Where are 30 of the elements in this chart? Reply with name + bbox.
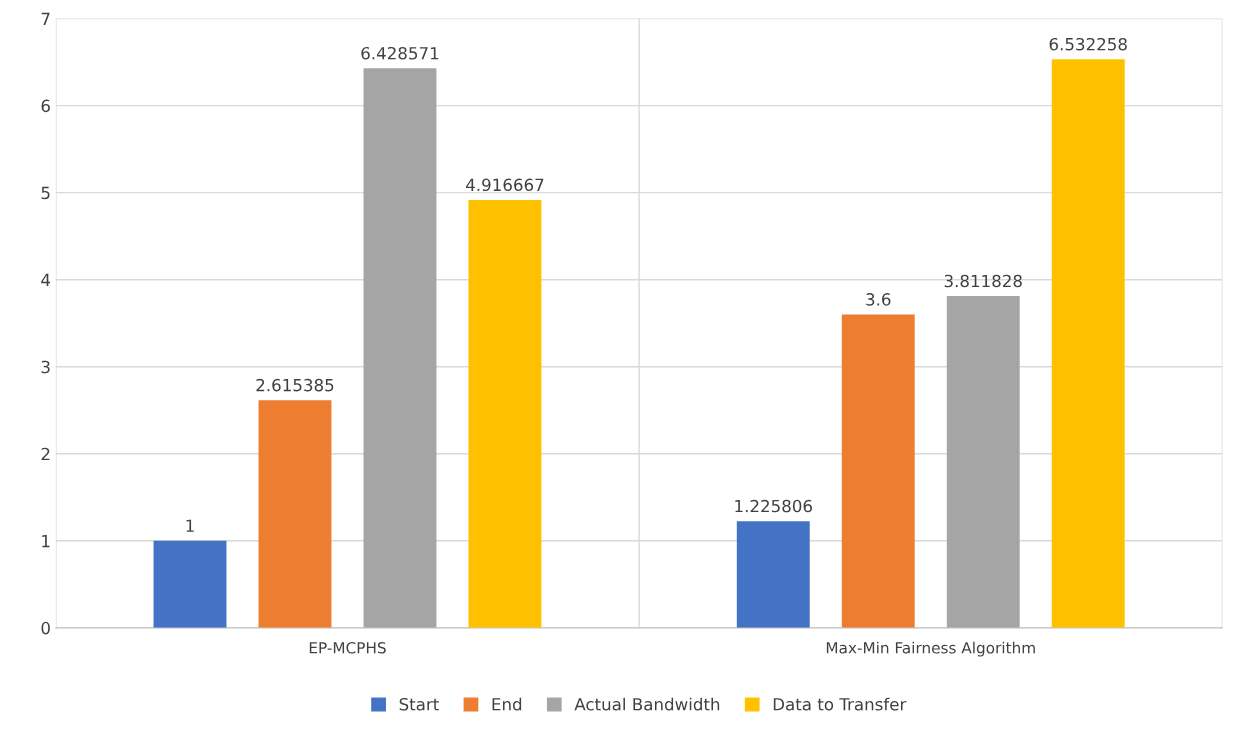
- data-label: 4.916667: [466, 178, 544, 192]
- y-tick-label: 4: [41, 273, 51, 287]
- data-label: 2.615385: [256, 378, 334, 392]
- bar: [736, 521, 810, 628]
- bar: [1051, 59, 1125, 628]
- bar: [258, 400, 332, 628]
- x-tick-label: EP-MCPHS: [309, 641, 386, 654]
- y-tick-label: 5: [41, 186, 50, 200]
- data-label: 1.225806: [735, 499, 812, 513]
- bar: [153, 540, 227, 628]
- legend-label: Start: [399, 697, 439, 711]
- y-tick-label: 6: [41, 99, 50, 113]
- y-tick-label: 1: [42, 534, 50, 548]
- legend-label: End: [492, 697, 522, 711]
- data-label: 1: [186, 519, 194, 532]
- bar: [363, 68, 437, 628]
- data-label: 6.532258: [1049, 37, 1127, 51]
- y-tick-label: 2: [41, 447, 50, 461]
- y-tick-label: 3: [41, 360, 50, 374]
- x-tick-label: Max-Min Fairness Algorithm: [826, 641, 1035, 657]
- y-tick-label: 0: [41, 621, 50, 635]
- bar: [468, 199, 542, 628]
- data-label: 3.6: [866, 293, 891, 306]
- bar: [946, 296, 1020, 628]
- legend-label: Actual Bandwidth: [574, 697, 720, 711]
- bar: [841, 314, 915, 628]
- data-label: 3.811828: [944, 274, 1022, 288]
- y-tick-label: 7: [41, 12, 50, 25]
- legend-label: Data to Transfer: [773, 697, 907, 711]
- data-label: 6.428571: [361, 46, 439, 60]
